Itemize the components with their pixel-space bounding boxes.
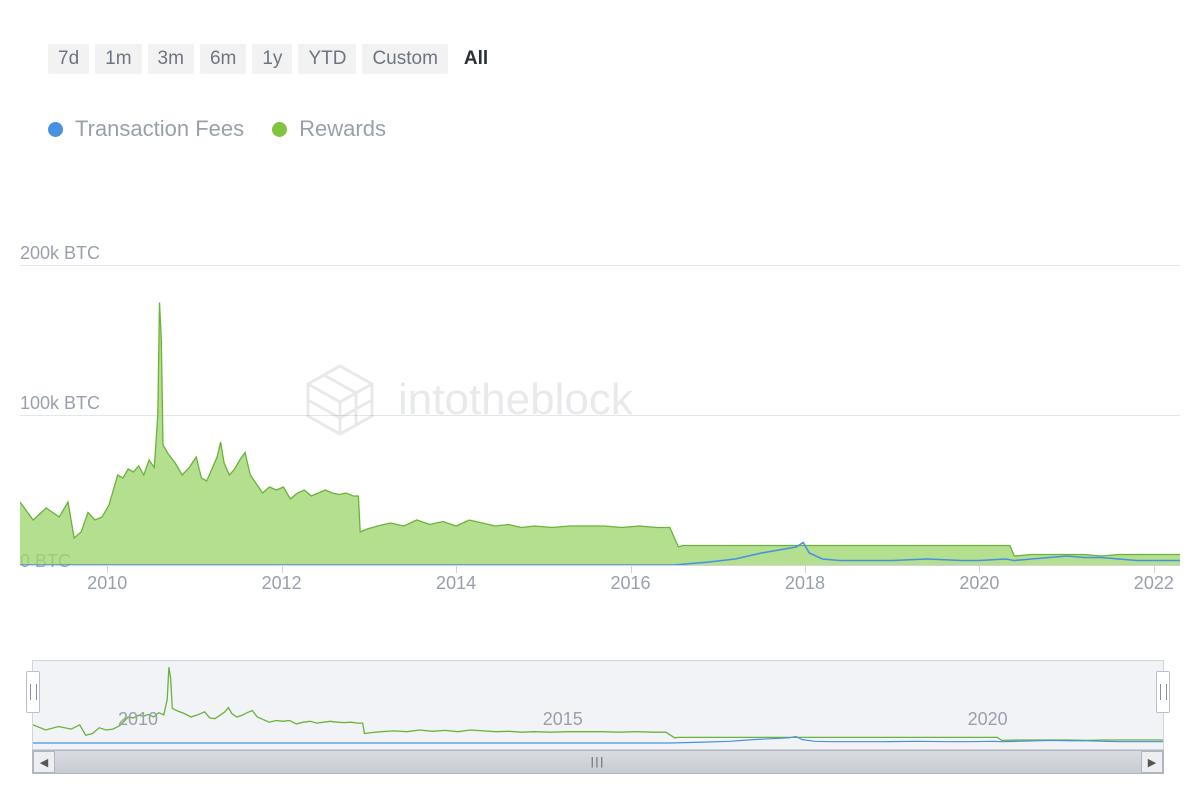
x-tick xyxy=(979,565,980,573)
range-button-3m[interactable]: 3m xyxy=(148,44,194,74)
navigator-scroll-left[interactable]: ◀ xyxy=(33,751,55,773)
legend-item-rewards[interactable]: Rewards xyxy=(272,116,386,142)
legend-dot-icon xyxy=(48,122,63,137)
x-tick xyxy=(456,565,457,573)
y-gridline xyxy=(20,565,1180,566)
range-button-all[interactable]: All xyxy=(454,44,498,74)
x-tick xyxy=(631,565,632,573)
navigator-scroll-grip[interactable]: ||| xyxy=(591,756,606,768)
legend-dot-icon xyxy=(272,122,287,137)
range-button-ytd[interactable]: YTD xyxy=(298,44,356,74)
y-tick-label: 200k BTC xyxy=(20,243,100,264)
main-chart-x-axis: 2010 2012 2014 2016 2018 2020 2022 xyxy=(20,575,1180,605)
legend-label: Transaction Fees xyxy=(75,116,244,142)
x-tick-label: 2016 xyxy=(610,573,650,594)
navigator: 2010 2015 2020 ◀ ||| ▶ xyxy=(20,660,1180,780)
range-button-1y[interactable]: 1y xyxy=(252,44,292,74)
x-tick xyxy=(282,565,283,573)
x-tick-label: 2012 xyxy=(262,573,302,594)
x-tick xyxy=(1154,565,1155,573)
legend: Transaction Fees Rewards xyxy=(48,116,386,142)
main-chart-plot[interactable] xyxy=(20,265,1180,565)
navigator-handle-left[interactable] xyxy=(26,671,40,713)
x-tick xyxy=(107,565,108,573)
navigator-x-label: 2015 xyxy=(543,709,583,730)
navigator-scroll-right[interactable]: ▶ xyxy=(1141,751,1163,773)
x-tick-label: 2018 xyxy=(785,573,825,594)
range-button-1m[interactable]: 1m xyxy=(95,44,141,74)
legend-label: Rewards xyxy=(299,116,386,142)
navigator-handle-right[interactable] xyxy=(1156,671,1170,713)
x-tick-label: 2014 xyxy=(436,573,476,594)
x-tick xyxy=(805,565,806,573)
range-button-6m[interactable]: 6m xyxy=(200,44,246,74)
main-chart: 0 BTC100k BTC200k BTC intotheblock 20102… xyxy=(20,210,1180,620)
x-tick-label: 2020 xyxy=(959,573,999,594)
navigator-x-label: 2010 xyxy=(118,709,158,730)
navigator-scrollbar[interactable]: ◀ ||| ▶ xyxy=(32,750,1164,774)
legend-item-transaction-fees[interactable]: Transaction Fees xyxy=(48,116,244,142)
x-tick-label: 2010 xyxy=(87,573,127,594)
navigator-x-label: 2020 xyxy=(968,709,1008,730)
navigator-plot[interactable]: 2010 2015 2020 xyxy=(32,660,1164,750)
range-button-7d[interactable]: 7d xyxy=(48,44,89,74)
range-button-custom[interactable]: Custom xyxy=(362,44,447,74)
range-selector: 7d1m3m6m1yYTDCustomAll xyxy=(48,44,498,74)
x-tick-label: 2022 xyxy=(1134,573,1174,594)
